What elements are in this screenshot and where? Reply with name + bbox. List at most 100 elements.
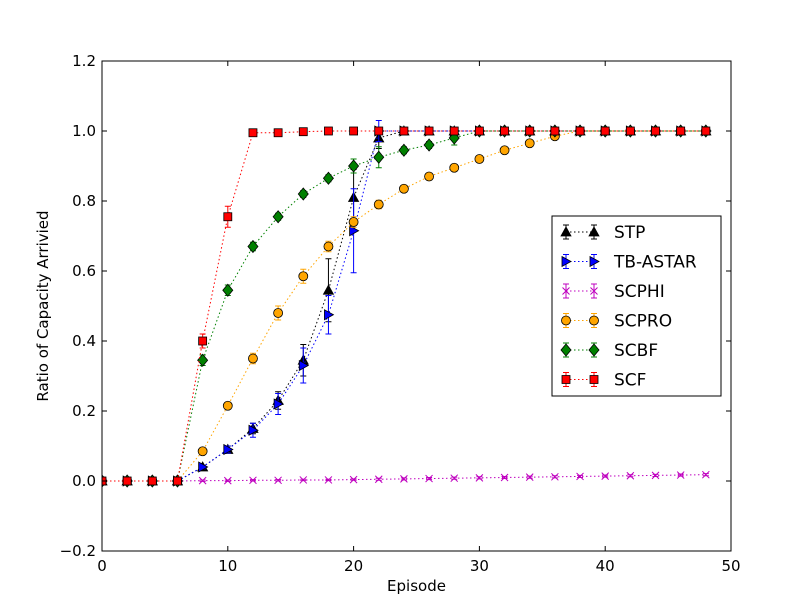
y-tick-label: 1.0 [72,122,96,140]
data-point [274,476,282,485]
legend-label: STP [614,223,645,243]
data-point [576,472,584,481]
data-point [324,126,333,136]
legend-marker [588,226,600,237]
data-point [398,143,410,157]
data-point [298,127,308,137]
y-tick-label: 0.4 [72,332,96,350]
legend-marker [589,375,599,384]
data-point [651,126,660,136]
legend-marker [561,375,571,384]
data-point [273,128,283,138]
y-tick-label: 0.0 [72,472,96,490]
legend-marker [560,343,572,357]
data-point [324,476,333,484]
data-point [676,471,685,479]
data-point [399,126,409,136]
legend-label: SCF [614,371,646,391]
data-point [550,126,560,136]
y-tick-label: 0.8 [72,192,96,210]
data-point [322,171,334,185]
data-point [449,162,460,173]
data-point [425,474,433,483]
data-point [450,474,459,483]
data-point [400,475,408,483]
data-point [399,183,409,194]
data-point [525,126,535,136]
x-tick-label: 30 [470,557,489,575]
data-point [651,471,660,480]
data-point [701,470,710,479]
data-point [248,353,258,364]
data-point [324,309,335,321]
legend-marker [589,315,599,326]
data-point [122,476,132,486]
data-point [223,443,234,456]
y-tick-label: −0.2 [60,542,96,560]
legend-marker [561,315,571,326]
data-point [475,473,484,482]
data-point [499,145,510,156]
data-point [223,476,232,485]
data-point [299,476,308,484]
data-point [147,476,157,486]
legend-marker [560,226,572,237]
legend-marker [590,287,598,295]
data-point [248,128,258,138]
data-point [273,398,284,410]
x-tick-label: 10 [218,557,237,575]
data-point [551,472,559,481]
data-point [348,217,359,227]
x-tick-label: 50 [721,557,740,575]
data-point [625,126,635,136]
data-point [273,308,284,318]
plot-frame [101,60,732,552]
data-point [474,154,485,164]
x-axis-label: Episode [387,577,446,595]
data-point [222,283,234,297]
legend-item-scf: SCF [561,371,646,391]
data-point [198,476,207,485]
data-point [247,239,259,254]
data-point [424,126,434,136]
data-point [223,212,233,222]
data-point [424,171,434,182]
data-point [500,473,509,482]
legend-label: TB-ASTAR [613,253,697,273]
data-point [373,199,384,210]
legend-marker [562,287,570,295]
data-point [373,150,385,164]
x-tick-label: 0 [97,557,107,575]
legend-item-scphi: SCPHI [562,282,665,302]
data-point [524,138,535,149]
data-point [575,126,585,136]
data-point [449,126,459,136]
data-point [601,472,610,480]
data-point [322,284,335,295]
data-point [500,126,509,136]
data-point [249,476,257,485]
legend-marker [561,255,572,268]
data-point [626,471,635,480]
data-point [222,400,233,411]
data-point [525,473,534,482]
y-tick-label: 0.2 [72,402,96,420]
data-point [600,126,610,136]
legend-label: SCPHI [614,282,665,302]
legend-item-scbf: SCBF [560,341,658,361]
legend: STP TB-ASTAR SCPHI SCPRO SCBF SCF [551,215,722,397]
data-point [173,476,182,486]
data-point [198,336,208,346]
legend-marker [589,255,600,268]
legend-item-tb-astar: TB-ASTAR [561,253,697,273]
data-point [374,126,384,136]
legend-item-scpro: SCPRO [561,312,672,332]
legend-label: SCPRO [614,312,672,332]
x-tick-label: 20 [344,557,363,575]
y-axis-label: Ratio of Capacity Arrivied [34,210,52,401]
data-point [197,446,208,457]
x-tick-label: 40 [596,557,615,575]
y-tick-label: 1.2 [72,52,96,70]
data-point [348,159,360,173]
